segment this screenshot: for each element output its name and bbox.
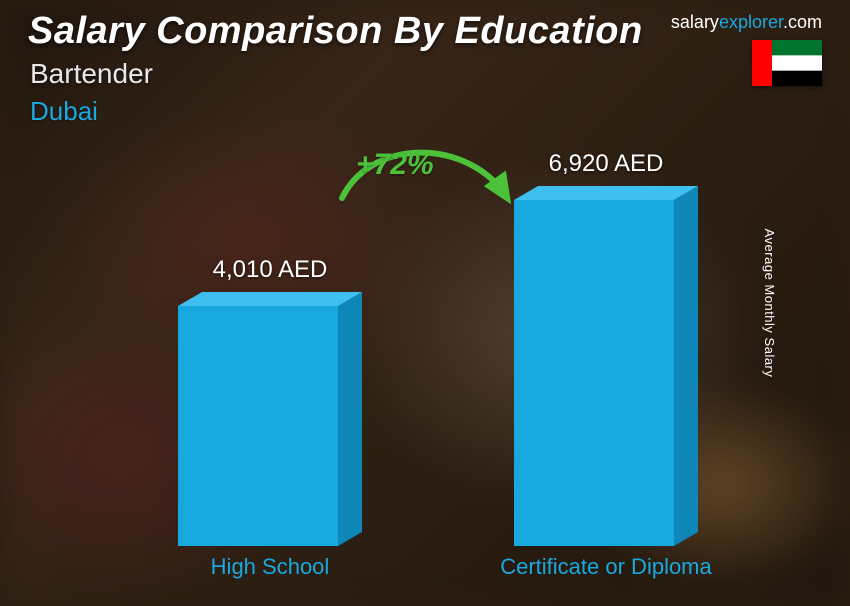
bar-category-label: Certificate or Diploma	[454, 554, 758, 580]
bar-category-label: High School	[118, 554, 422, 580]
bar-value-label: 4,010 AED	[158, 256, 382, 284]
content-layer: Salary Comparison By Education Bartender…	[0, 0, 850, 606]
bar-chart	[0, 0, 850, 606]
bar-value-label: 6,920 AED	[494, 150, 718, 178]
percent-increase-label: +72%	[356, 148, 434, 182]
